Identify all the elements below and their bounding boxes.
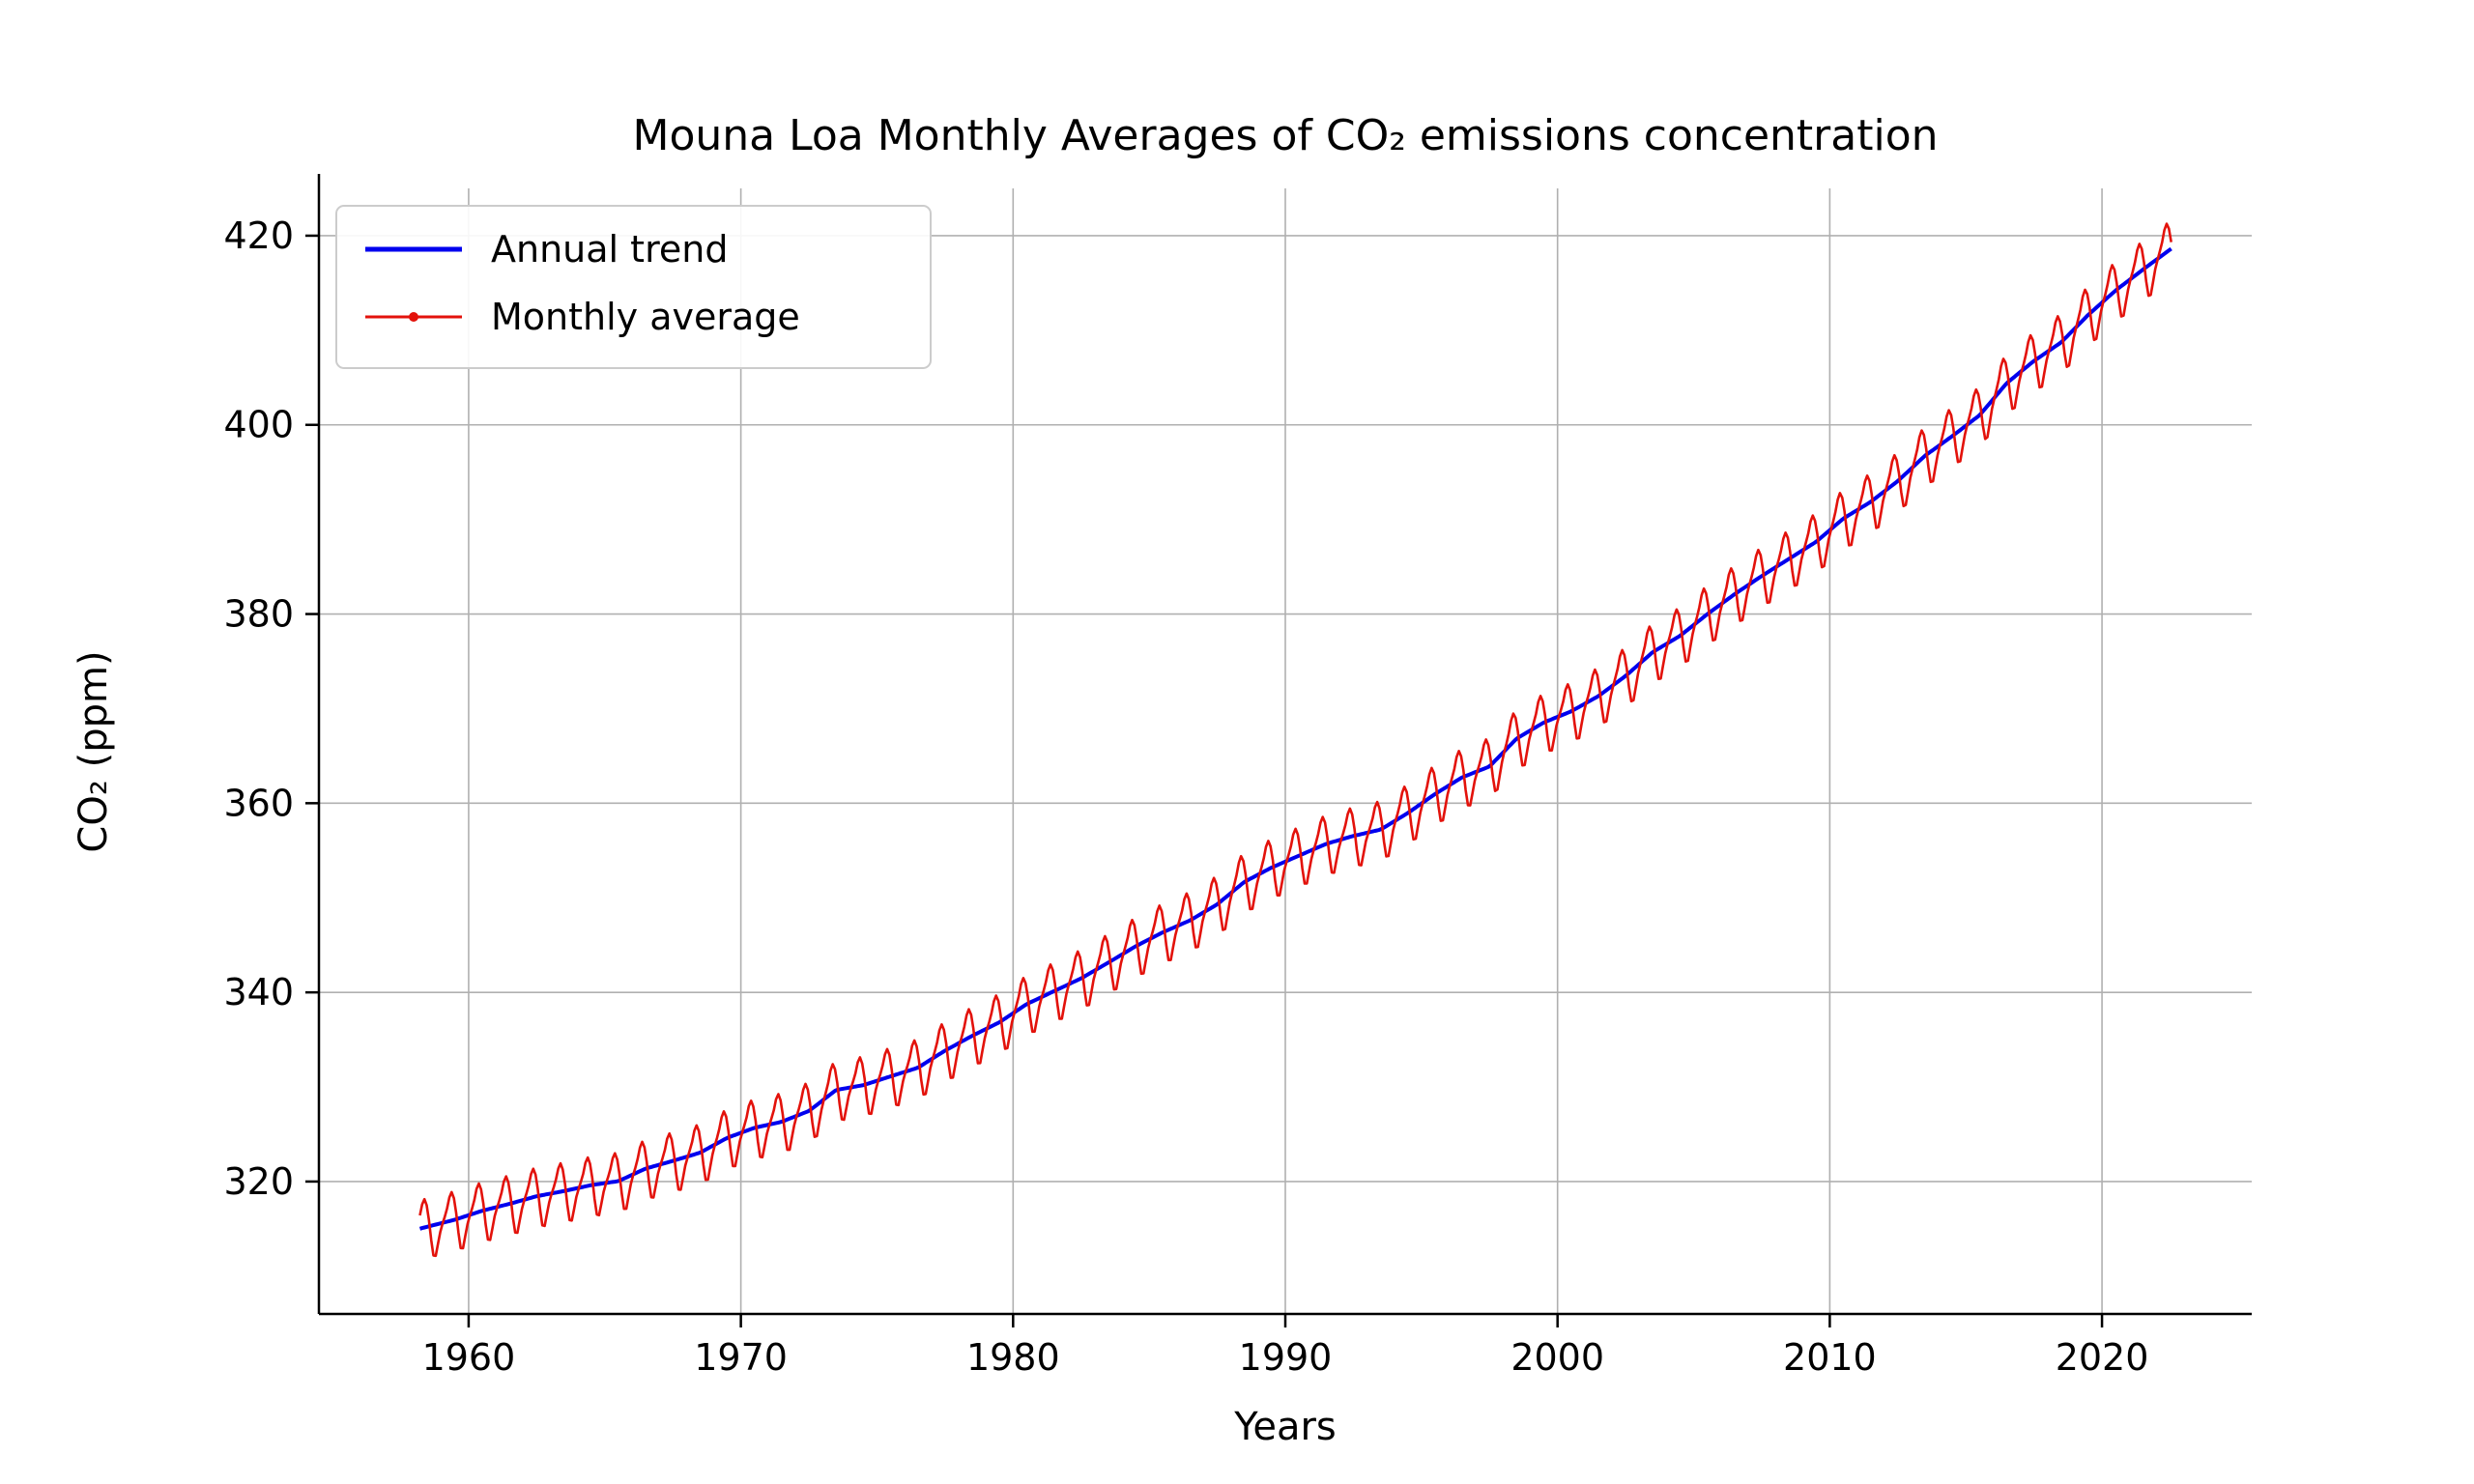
chart-title: Mouna Loa Monthly Averages of CO₂ emissi…	[632, 111, 1938, 160]
grid-lines	[319, 188, 2252, 1314]
annual-trend-line	[418, 246, 2172, 1231]
y-tick-label: 420	[223, 214, 294, 257]
legend-label: Annual trend	[491, 228, 728, 271]
y-tick-label: 340	[223, 971, 294, 1013]
legend: Annual trend Monthly average	[335, 205, 932, 369]
y-tick-label: 360	[223, 782, 294, 824]
y-axis-label: CO₂ (ppm)	[72, 650, 116, 852]
monthly-average-line	[418, 222, 2172, 1258]
legend-box	[335, 205, 932, 369]
y-tick-label: 400	[223, 404, 294, 446]
x-tick-label: 1980	[966, 1336, 1060, 1379]
x-tick-label: 1960	[422, 1336, 516, 1379]
tick-marks-and-labels: 1960 1970 1980 1990 2000 2010 2020 320 340 360 380…	[223, 214, 2148, 1379]
y-tick-label: 380	[223, 593, 294, 636]
x-tick-label: 1970	[694, 1336, 788, 1379]
x-tick-label: 2010	[1783, 1336, 1877, 1379]
data-series	[418, 222, 2172, 1258]
y-tick-label: 320	[223, 1160, 294, 1203]
legend-marker-dot	[409, 312, 418, 322]
x-axis-label: Years	[1233, 1405, 1337, 1449]
x-tick-label: 2020	[2056, 1336, 2149, 1379]
x-tick-label: 2000	[1510, 1336, 1604, 1379]
x-tick-label: 1990	[1239, 1336, 1333, 1379]
legend-label: Monthly average	[491, 296, 800, 338]
